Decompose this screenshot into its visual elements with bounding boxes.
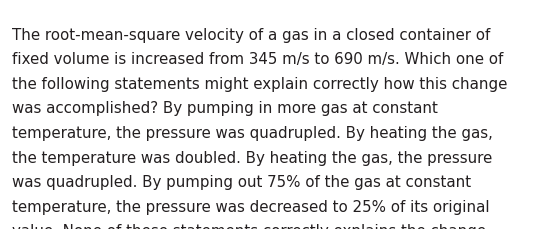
Text: the following statements might explain correctly how this change: the following statements might explain c… — [12, 76, 508, 91]
Text: was accomplished? By pumping in more gas at constant: was accomplished? By pumping in more gas… — [12, 101, 438, 116]
Text: was quadrupled. By pumping out 75% of the gas at constant: was quadrupled. By pumping out 75% of th… — [12, 174, 472, 189]
Text: temperature, the pressure was decreased to 25% of its original: temperature, the pressure was decreased … — [12, 199, 490, 214]
Text: fixed volume is increased from 345 m/s to 690 m/s. Which one of: fixed volume is increased from 345 m/s t… — [12, 52, 504, 67]
Text: the temperature was doubled. By heating the gas, the pressure: the temperature was doubled. By heating … — [12, 150, 493, 165]
Text: value. None of these statements correctly explains the change.: value. None of these statements correctl… — [12, 224, 491, 229]
Text: The root-mean-square velocity of a gas in a closed container of: The root-mean-square velocity of a gas i… — [12, 27, 490, 42]
Text: temperature, the pressure was quadrupled. By heating the gas,: temperature, the pressure was quadrupled… — [12, 125, 493, 140]
